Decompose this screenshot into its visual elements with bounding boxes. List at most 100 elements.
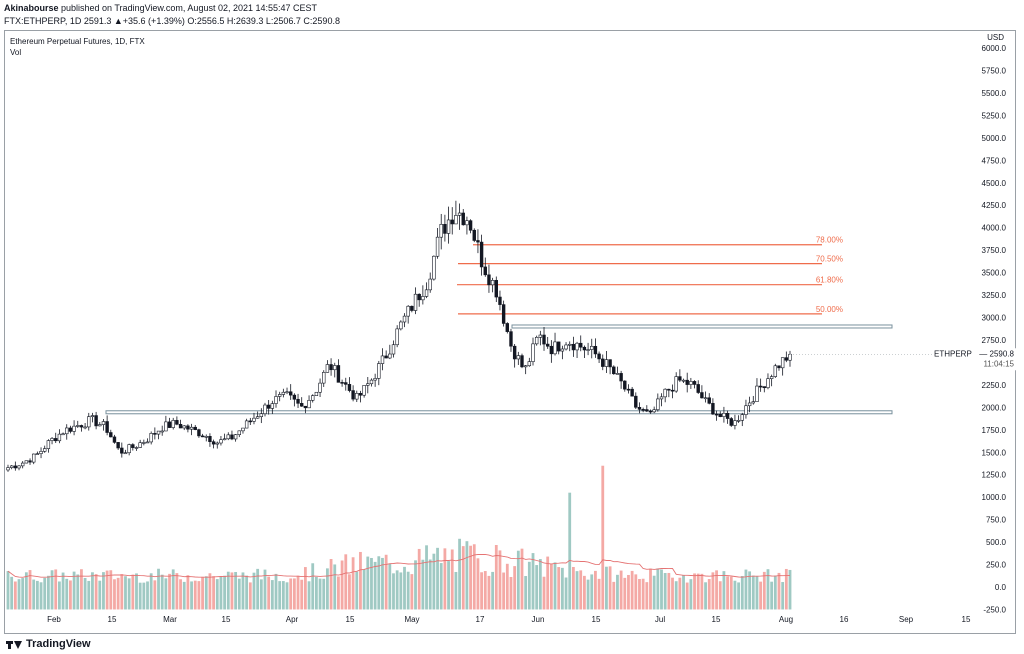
y-tick-label: 5500.0	[982, 89, 1007, 98]
candle-body	[17, 465, 21, 469]
volume-bar	[46, 575, 50, 610]
volume-bar	[502, 572, 506, 610]
volume-bar	[685, 582, 689, 610]
candle-body	[72, 425, 76, 432]
volume-bar	[715, 570, 718, 610]
x-tick-label: 15	[222, 615, 231, 624]
candle-body	[758, 385, 763, 388]
volume-bar	[656, 568, 660, 610]
candle-body	[149, 433, 153, 443]
volume-bar	[153, 580, 157, 610]
candle-body	[277, 394, 282, 397]
x-tick-label: Jun	[532, 615, 545, 624]
volume-bar	[61, 572, 65, 610]
candle-body	[285, 391, 289, 394]
volume-bar	[674, 581, 678, 610]
x-tick-label: 15	[962, 615, 971, 624]
volume-bar	[704, 582, 707, 610]
candle-body	[347, 384, 352, 391]
volume-bar	[366, 556, 370, 610]
fib-level-label: 50.00%	[816, 305, 843, 314]
volume-bar	[733, 580, 737, 610]
volume-bar	[619, 570, 623, 610]
volume-bar	[54, 569, 58, 610]
candle-body	[780, 357, 785, 369]
candle-body	[612, 366, 616, 375]
y-tick-label: 750.0	[986, 516, 1007, 525]
volume-bar	[267, 576, 271, 610]
candle-body	[160, 430, 164, 433]
volume-bar	[447, 561, 450, 610]
volume-bar	[190, 581, 193, 610]
candle-body	[494, 280, 498, 298]
candle-body	[450, 219, 454, 225]
candle-body	[501, 304, 506, 324]
y-tick-label: 0.0	[995, 583, 1007, 592]
volume-bar	[527, 561, 531, 610]
candle-body	[274, 396, 278, 404]
volume-bar	[777, 572, 781, 610]
candle-body	[219, 439, 223, 444]
volume-bar	[406, 571, 410, 610]
volume-bar	[289, 578, 293, 610]
candle-body	[94, 415, 98, 427]
volume-bar	[450, 549, 454, 610]
volume-bar	[520, 548, 524, 610]
volume-bar	[443, 548, 447, 610]
candle-body	[718, 413, 722, 417]
candle-body	[641, 409, 645, 411]
y-tick-label: 6000.0	[982, 44, 1007, 53]
volume-bar	[337, 576, 340, 610]
candle-body	[369, 379, 374, 385]
y-tick-label: 1750.0	[982, 426, 1007, 435]
candle-body	[479, 241, 484, 268]
volume-bar	[399, 572, 403, 610]
volume-bar	[24, 572, 28, 610]
volume-bar	[553, 562, 557, 610]
candle-body	[226, 434, 230, 440]
candle-body	[399, 321, 403, 330]
candle-body	[318, 382, 322, 393]
candle-body	[733, 420, 737, 426]
y-tick-label: 3000.0	[982, 314, 1007, 323]
volume-bar	[751, 575, 755, 610]
volume-bar	[671, 577, 674, 610]
y-tick-label: 250.0	[986, 561, 1007, 570]
volume-bar	[403, 566, 406, 610]
volume-bar	[171, 569, 175, 610]
volume-bar	[762, 571, 766, 610]
volume-bar	[491, 571, 495, 610]
candle-body	[667, 388, 671, 391]
volume-bar	[105, 570, 109, 610]
y-tick-label: 4500.0	[982, 179, 1007, 188]
candle-body	[109, 432, 113, 438]
candle-body	[468, 220, 473, 231]
y-tick-label: 1000.0	[982, 493, 1007, 502]
volume-bar	[69, 580, 72, 610]
candle-body	[762, 386, 767, 389]
x-tick-label: 15	[346, 615, 355, 624]
volume-bar	[381, 557, 384, 610]
candle-body	[65, 427, 69, 435]
candle-body	[582, 346, 587, 351]
candle-body	[601, 358, 605, 367]
volume-bar	[208, 573, 212, 610]
candle-body	[296, 398, 300, 404]
candle-body	[13, 465, 18, 469]
candle-body	[123, 452, 128, 455]
candle-body	[145, 441, 150, 444]
candle-body	[413, 293, 418, 311]
candle-body	[46, 440, 51, 449]
volume-bar	[270, 580, 274, 610]
candle-body	[714, 413, 719, 416]
candle-body	[388, 353, 392, 359]
volume-bar	[35, 580, 39, 610]
candle-body	[454, 215, 458, 225]
candle-body	[373, 378, 377, 381]
volume-bar	[377, 556, 381, 610]
y-tick-label: 2750.0	[982, 336, 1007, 345]
candle-body	[263, 404, 267, 415]
y-tick-label: 3500.0	[982, 269, 1007, 278]
candle-body	[204, 436, 208, 438]
candle-body	[244, 420, 249, 429]
